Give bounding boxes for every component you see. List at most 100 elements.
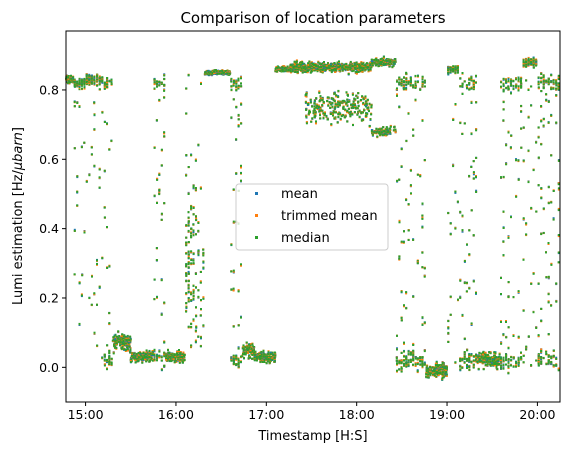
- data-point: [250, 347, 253, 350]
- data-point: [103, 82, 106, 85]
- data-point: [262, 355, 265, 358]
- data-point: [88, 74, 91, 77]
- data-point: [141, 361, 144, 364]
- data-point: [195, 314, 198, 317]
- data-point: [243, 357, 245, 360]
- data-point: [237, 363, 240, 366]
- data-point: [235, 85, 238, 88]
- data-point: [70, 77, 73, 80]
- data-point: [237, 346, 240, 349]
- data-point: [139, 357, 142, 360]
- data-point: [101, 111, 104, 114]
- data-point: [349, 60, 352, 63]
- data-point: [153, 278, 156, 281]
- data-point: [263, 353, 266, 356]
- data-point: [190, 344, 193, 347]
- data-point: [185, 87, 188, 90]
- data-point: [93, 82, 96, 85]
- data-point: [192, 213, 195, 216]
- data-point: [108, 265, 111, 268]
- data-point: [120, 347, 123, 350]
- data-point: [175, 355, 178, 358]
- data-point: [149, 354, 152, 356]
- data-point: [110, 139, 113, 142]
- data-point: [230, 270, 233, 273]
- data-point: [215, 70, 218, 72]
- data-point: [146, 359, 149, 362]
- data-point: [176, 353, 179, 356]
- data-points: [65, 55, 560, 381]
- data-point: [90, 303, 93, 306]
- data-point: [81, 83, 83, 86]
- data-point: [248, 344, 251, 347]
- data-point: [187, 261, 190, 264]
- data-point: [235, 363, 238, 366]
- data-point: [283, 67, 286, 70]
- data-point: [345, 63, 348, 65]
- data-point: [272, 354, 275, 357]
- data-point: [78, 322, 81, 325]
- data-point: [113, 344, 116, 347]
- data-point: [81, 87, 83, 90]
- data-point: [151, 351, 154, 354]
- data-point: [73, 105, 76, 108]
- data-point: [67, 76, 70, 79]
- data-point: [255, 355, 258, 358]
- data-point: [242, 344, 245, 347]
- data-point: [200, 81, 202, 84]
- data-point: [259, 360, 262, 363]
- data-point: [194, 159, 197, 162]
- data-point: [232, 270, 235, 273]
- data-point: [182, 351, 185, 354]
- data-point: [126, 340, 129, 342]
- data-point: [185, 174, 188, 177]
- data-point: [163, 365, 166, 367]
- data-point: [202, 254, 205, 257]
- data-point: [78, 77, 81, 80]
- data-point: [126, 349, 129, 352]
- data-point: [355, 61, 358, 64]
- data-point: [195, 219, 198, 222]
- data-point: [136, 356, 139, 359]
- data-point: [88, 83, 91, 86]
- data-point: [115, 339, 118, 342]
- data-point: [73, 147, 76, 150]
- data-point: [232, 362, 235, 365]
- data-point: [158, 354, 161, 357]
- data-point: [83, 86, 86, 89]
- data-point: [197, 229, 200, 232]
- data-point: [267, 351, 270, 354]
- data-point: [243, 351, 246, 354]
- data-point: [250, 346, 253, 349]
- data-point: [195, 233, 197, 236]
- data-point: [190, 293, 193, 296]
- data-point: [185, 252, 188, 255]
- data-point: [270, 356, 273, 359]
- data-point: [276, 66, 279, 69]
- data-point: [275, 70, 278, 73]
- data-point: [155, 247, 158, 250]
- data-point: [251, 357, 254, 360]
- data-point: [249, 344, 252, 347]
- data-point: [160, 218, 163, 221]
- data-point: [218, 70, 221, 73]
- data-point: [163, 353, 166, 356]
- data-point: [129, 361, 132, 363]
- data-point: [343, 63, 346, 66]
- data-point: [137, 356, 140, 359]
- data-point: [145, 349, 148, 352]
- data-point: [134, 354, 137, 357]
- data-point: [192, 184, 195, 187]
- data-point: [187, 74, 190, 77]
- data-point: [96, 75, 99, 78]
- data-point: [83, 87, 86, 90]
- data-point: [295, 59, 298, 62]
- data-point: [85, 78, 88, 81]
- data-point: [190, 322, 193, 325]
- data-point: [149, 352, 152, 355]
- data-point: [240, 103, 243, 106]
- data-point: [112, 336, 115, 339]
- data-point: [112, 352, 115, 355]
- data-point: [101, 79, 104, 82]
